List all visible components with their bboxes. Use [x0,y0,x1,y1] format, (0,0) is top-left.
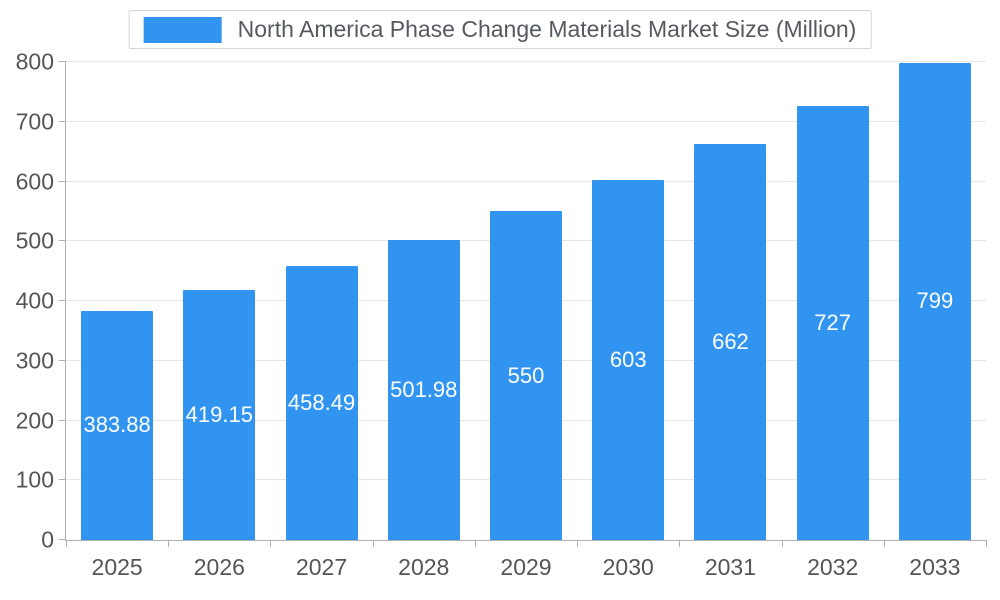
y-axis-tick-label: 500 [15,227,54,254]
x-axis-category-label: 2027 [295,554,348,580]
x-tick-mark [986,540,987,547]
bar-value-label: 662 [712,329,749,355]
x-tick-mark [66,540,67,547]
legend[interactable]: North America Phase Change Materials Mar… [128,10,872,49]
bar-value-label: 799 [916,288,954,314]
y-tick-mark [59,359,66,361]
bar-2033[interactable]: 799 [898,62,971,540]
bar-2029[interactable]: 550 [490,211,562,540]
x-axis-category-label: 2026 [193,554,245,580]
x-axis-category-label: 2028 [398,554,450,580]
bar-value-label: 550 [507,362,545,388]
bar-value-label: 419.15 [185,401,253,427]
bar-2025[interactable]: 383.88 [81,310,154,540]
y-axis-tick-label: 200 [15,407,54,433]
bar-value-label: 727 [814,309,852,335]
x-tick-mark [372,540,374,547]
y-tick-mark [59,479,66,481]
gridline [66,120,986,122]
y-tick-mark [59,120,66,122]
x-axis-category-label: 2030 [602,554,654,580]
bar-2032[interactable]: 727 [796,105,869,540]
y-axis-tick-label: 100 [15,466,54,493]
y-axis-tick-label: 0 [41,526,54,553]
y-tick-mark [59,240,66,242]
y-axis-tick-label: 600 [15,168,54,194]
y-tick-mark [59,539,66,540]
x-tick-mark [474,540,476,547]
y-axis-tick-label: 300 [15,347,54,374]
x-axis-category-label: 2032 [807,554,859,580]
x-tick-mark [168,540,170,547]
y-tick-mark [59,180,66,182]
bar-2026[interactable]: 419.15 [183,289,256,540]
y-axis-tick-label: 700 [15,108,54,135]
x-tick-mark [270,540,272,547]
bar-value-label: 603 [609,346,647,372]
x-axis-category-label: 2029 [500,554,552,580]
bar-2028[interactable]: 501.98 [387,240,460,540]
bar-value-label: 458.49 [287,390,356,416]
x-tick-mark [577,540,579,547]
plot-area: 0 100 200 300 400 500 600 700 800 383.88 2025 419.1… [16,49,987,580]
gridline [66,180,986,182]
y-tick-mark [59,419,66,421]
gridline [66,61,986,62]
bar-2030[interactable]: 603 [592,179,665,540]
x-tick-mark [781,540,783,547]
y-axis-tick-label: 800 [15,48,54,75]
legend-label: North America Phase Change Materials Mar… [237,16,857,42]
bar-2031[interactable]: 662 [694,144,767,540]
series-color-swatch[interactable] [143,16,222,43]
bar-2027[interactable]: 458.49 [285,266,358,540]
y-axis-tick-label: 400 [15,287,54,314]
bar-value-label: 383.88 [83,412,151,438]
x-tick-mark [679,540,681,547]
y-tick-mark [59,61,66,62]
x-axis-category-label: 2031 [704,554,757,580]
y-tick-mark [59,300,66,301]
x-tick-mark [883,540,885,547]
x-axis-category-label: 2025 [91,554,143,580]
x-axis-category-label: 2033 [909,554,961,580]
bar-value-label: 501.98 [390,377,458,403]
